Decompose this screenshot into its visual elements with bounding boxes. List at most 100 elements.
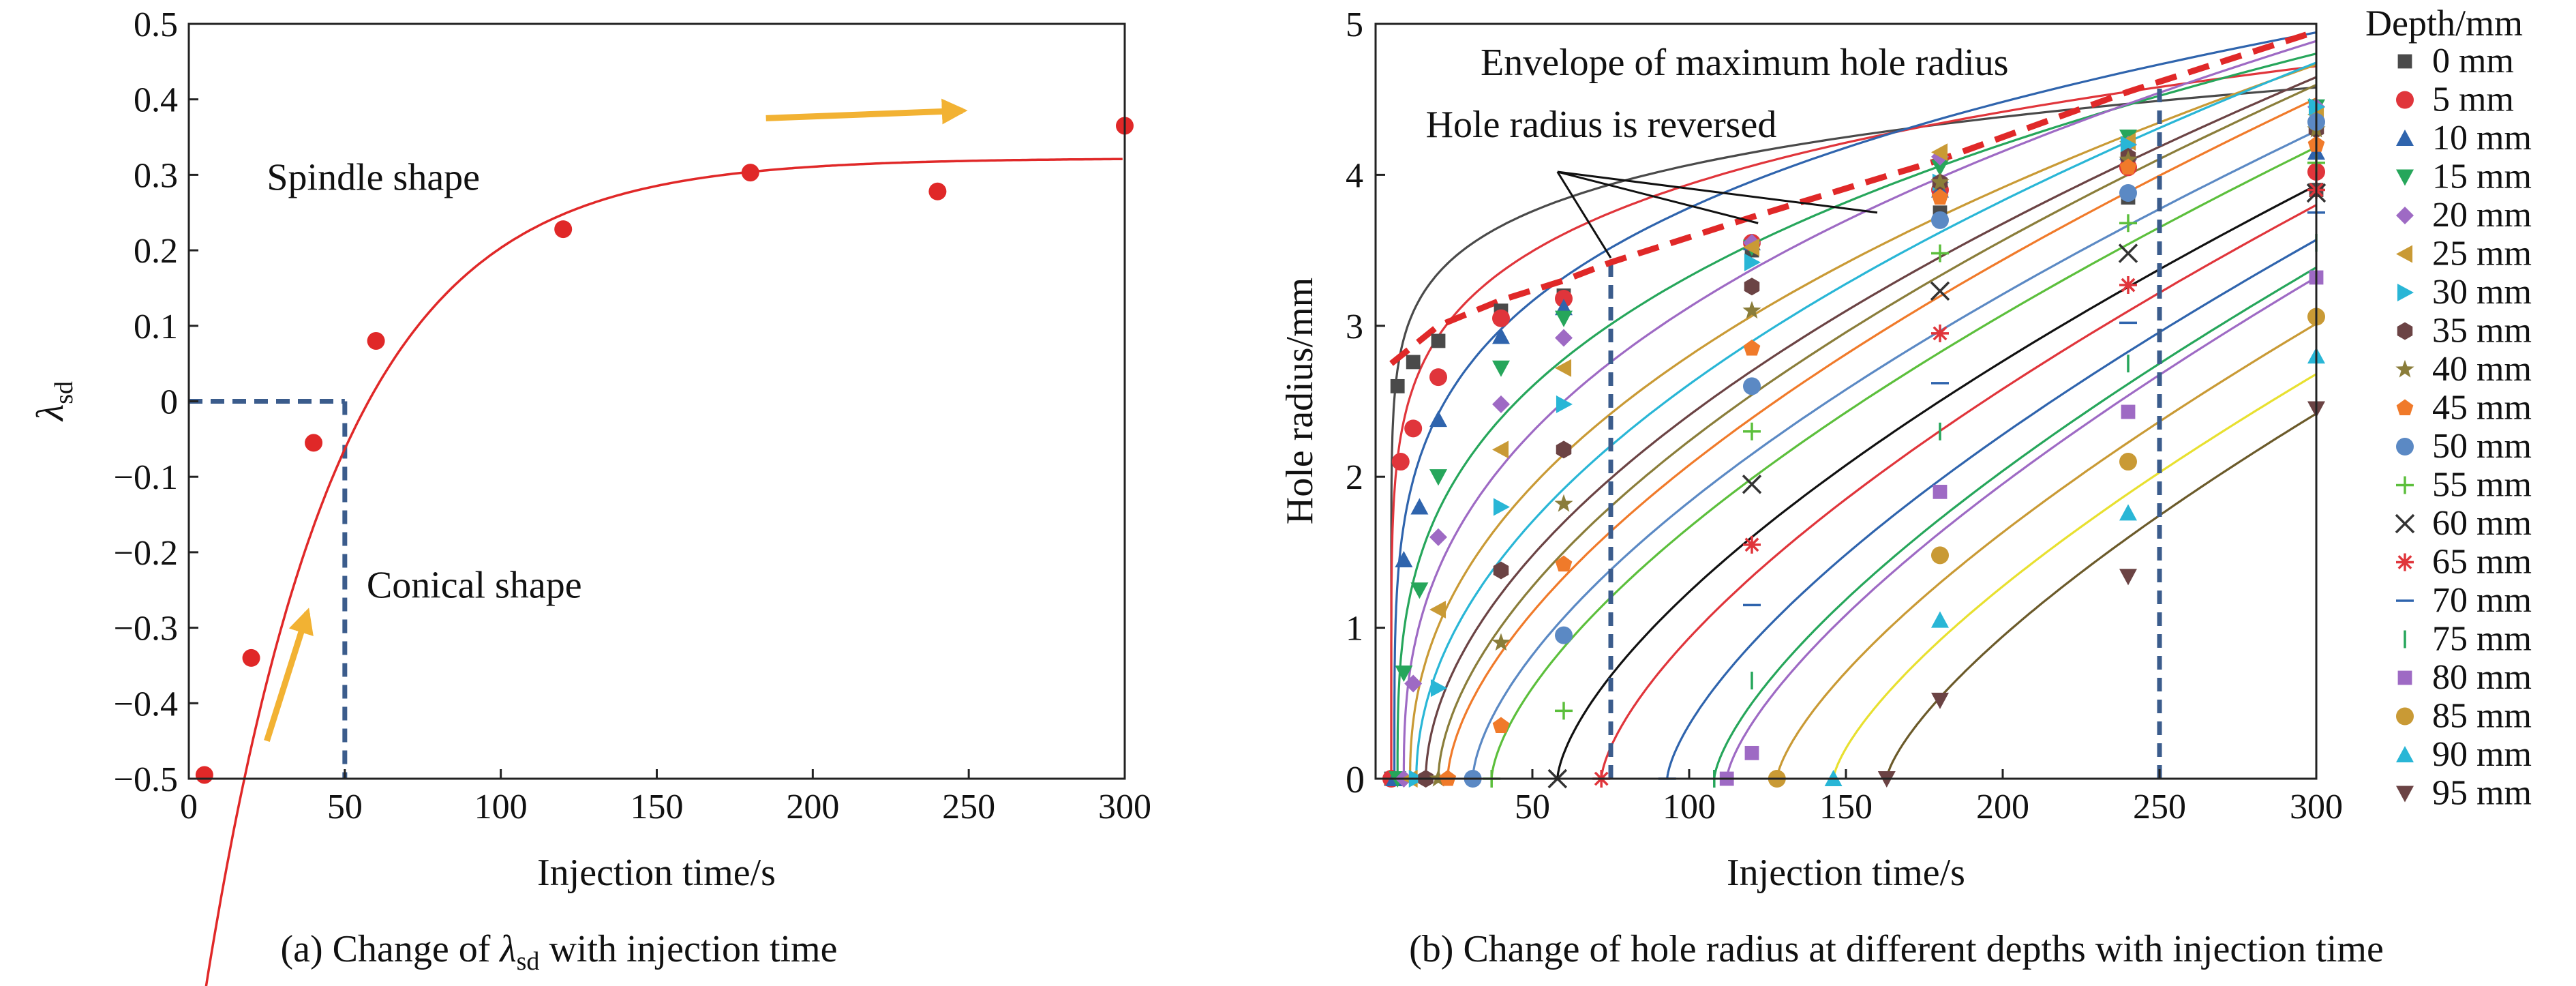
chart-b-data-point (1492, 717, 1510, 734)
chart-b-fit-line (1725, 276, 2317, 779)
legend-marker (2396, 707, 2414, 726)
chart-b-fit-line (1396, 53, 2317, 779)
chart-b-data-point (2119, 504, 2137, 521)
legend-entry-label: 0 mm (2432, 42, 2514, 80)
chart-b-data-point (1430, 679, 1447, 698)
chart-b-data-point (1743, 422, 1761, 440)
legend-entry-label: 75 mm (2432, 620, 2532, 659)
chart-a-y-tick-label: −0.3 (114, 610, 178, 648)
chart-b-x-axis-label: Injection time/s (1727, 852, 1965, 894)
legend-entry-label: 20 mm (2432, 196, 2532, 235)
chart-b-data-point (1556, 440, 1572, 459)
chart-b-x-tick-label: 250 (2133, 788, 2186, 826)
legend-marker (2395, 513, 2415, 534)
chart-b-y-tick-label: 1 (1346, 610, 1363, 648)
chart-b-data-point (1404, 674, 1423, 693)
chart-b-data-point (1390, 378, 1405, 393)
chart-a-fit-line (204, 158, 1123, 986)
chart-b-reversed-callouts (1556, 170, 1878, 258)
chart-a-x-tick-label: 50 (327, 788, 363, 826)
chart-b-data-point (1931, 160, 1949, 177)
chart-b-data-point (1743, 535, 1761, 554)
chart-b-data-point (1492, 395, 1510, 413)
legend-entry-label: 85 mm (2432, 697, 2532, 736)
chart-b-data-point (2119, 276, 2137, 295)
chart-a-x-tick-label: 0 (180, 788, 198, 826)
chart-b-data-point (2119, 569, 2137, 586)
chart-b-reference-lines (1608, 81, 2162, 779)
chart-a-arrows (264, 98, 968, 743)
legend-marker (2397, 284, 2414, 301)
legend-title: Depth/mm (2365, 3, 2523, 44)
legend-entry-label: 35 mm (2432, 312, 2532, 350)
legend-entry-label: 65 mm (2432, 543, 2532, 582)
legend-marker (2396, 746, 2414, 763)
chart-a-caption-symbol: λ (498, 928, 516, 970)
chart-a-y-tick-label: −0.2 (114, 534, 178, 573)
chart-b-y-axis-label: Hole radius/mm (1279, 278, 1321, 524)
chart-b-data-point (1555, 289, 1573, 308)
legend-marker (2396, 553, 2414, 571)
chart-b-data-point (1743, 340, 1761, 356)
chart-b-data-point (1493, 498, 1510, 516)
chart-a-x-tick-label: 250 (942, 788, 995, 826)
chart-b-data-point (1931, 211, 1949, 229)
chart-b-data-point (1555, 626, 1573, 644)
chart-b-caption: (b) Change of hole radius at different d… (1409, 928, 2384, 970)
legend-entry-label: 5 mm (2432, 80, 2514, 119)
chart-a-y-tick-label: −0.5 (114, 760, 178, 799)
chart-b-data-point (2120, 136, 2137, 154)
chart-b-y-tick-label: 3 (1346, 308, 1363, 346)
legend-entry-label: 70 mm (2432, 581, 2532, 620)
chart-b-y-tick-label: 4 (1346, 156, 1363, 195)
chart-b-data-point (1406, 355, 1421, 370)
chart-b-fit-line (1490, 146, 2317, 779)
chart-a-x-tick-label: 300 (1098, 788, 1151, 826)
legend-marker (2396, 438, 2414, 455)
chart-b-data-point (1742, 301, 1761, 319)
chart-a-y-axis-label-symbol: λ (29, 404, 72, 422)
chart-a-y-tick-label: 0.3 (134, 156, 178, 195)
chart-a-y-tick-label: 0.1 (134, 308, 178, 346)
chart-b-data-point (1744, 745, 1759, 760)
chart-b-data-point (1931, 546, 1949, 565)
chart-b-fit-line (1776, 323, 2317, 779)
chart-b-fit-line (1556, 184, 2317, 779)
legend-entry-label: 95 mm (2432, 774, 2532, 813)
annotation-hole-radius-reversed: Hole radius is reversed (1426, 104, 1777, 146)
chart-b-data-point (1431, 333, 1446, 348)
chart-b-x-tick-label: 150 (1819, 788, 1873, 826)
chart-b-data-point (1931, 188, 1949, 205)
chart-a-y-tick-label: 0.5 (134, 5, 178, 44)
chart-a-y-tick-label: −0.1 (114, 458, 178, 497)
chart-b-data-point (1491, 633, 1511, 651)
chart-b-fit-line (1415, 61, 2317, 779)
legend-marker (2397, 670, 2412, 685)
chart-a-data-point (305, 434, 323, 452)
legend-entry-label: 30 mm (2432, 273, 2532, 312)
chart-b-fit-line (1472, 130, 2317, 779)
chart-b-data-point (1556, 395, 1573, 413)
chart-a-x-axis-label: Injection time/s (537, 852, 776, 894)
legend-marker (2396, 476, 2414, 494)
chart-b-data-point (2119, 158, 2137, 175)
chart-b-callout-line (1557, 170, 1759, 224)
chart-b-y-ticks: 1 2 3 4 5 (1346, 5, 1385, 648)
chart-b-data-point (1395, 665, 1413, 683)
legend-entry-label: 10 mm (2432, 119, 2532, 158)
legend-marker (2397, 54, 2412, 69)
chart-b-data-points (1382, 98, 2327, 789)
chart-a: 0 50 100 150 200 250 300 −0.5 −0.4 −0.3 −0.2 −0.1 0… (29, 5, 1151, 986)
chart-a-reference-dashed-line (189, 399, 348, 779)
chart-b-data-point (1744, 278, 1760, 296)
chart-b-data-point (1429, 528, 1447, 546)
chart-b-fit-line (1446, 97, 2317, 779)
legend-marker (2396, 786, 2414, 803)
chart-b-y-tick-label: 2 (1346, 458, 1363, 497)
legend-entry-label: 15 mm (2432, 158, 2532, 196)
legend-marker (2396, 130, 2414, 147)
chart-b-data-point (1931, 324, 1949, 342)
chart-b-data-point (1429, 410, 1447, 428)
chart-b-data-point (1555, 555, 1573, 572)
